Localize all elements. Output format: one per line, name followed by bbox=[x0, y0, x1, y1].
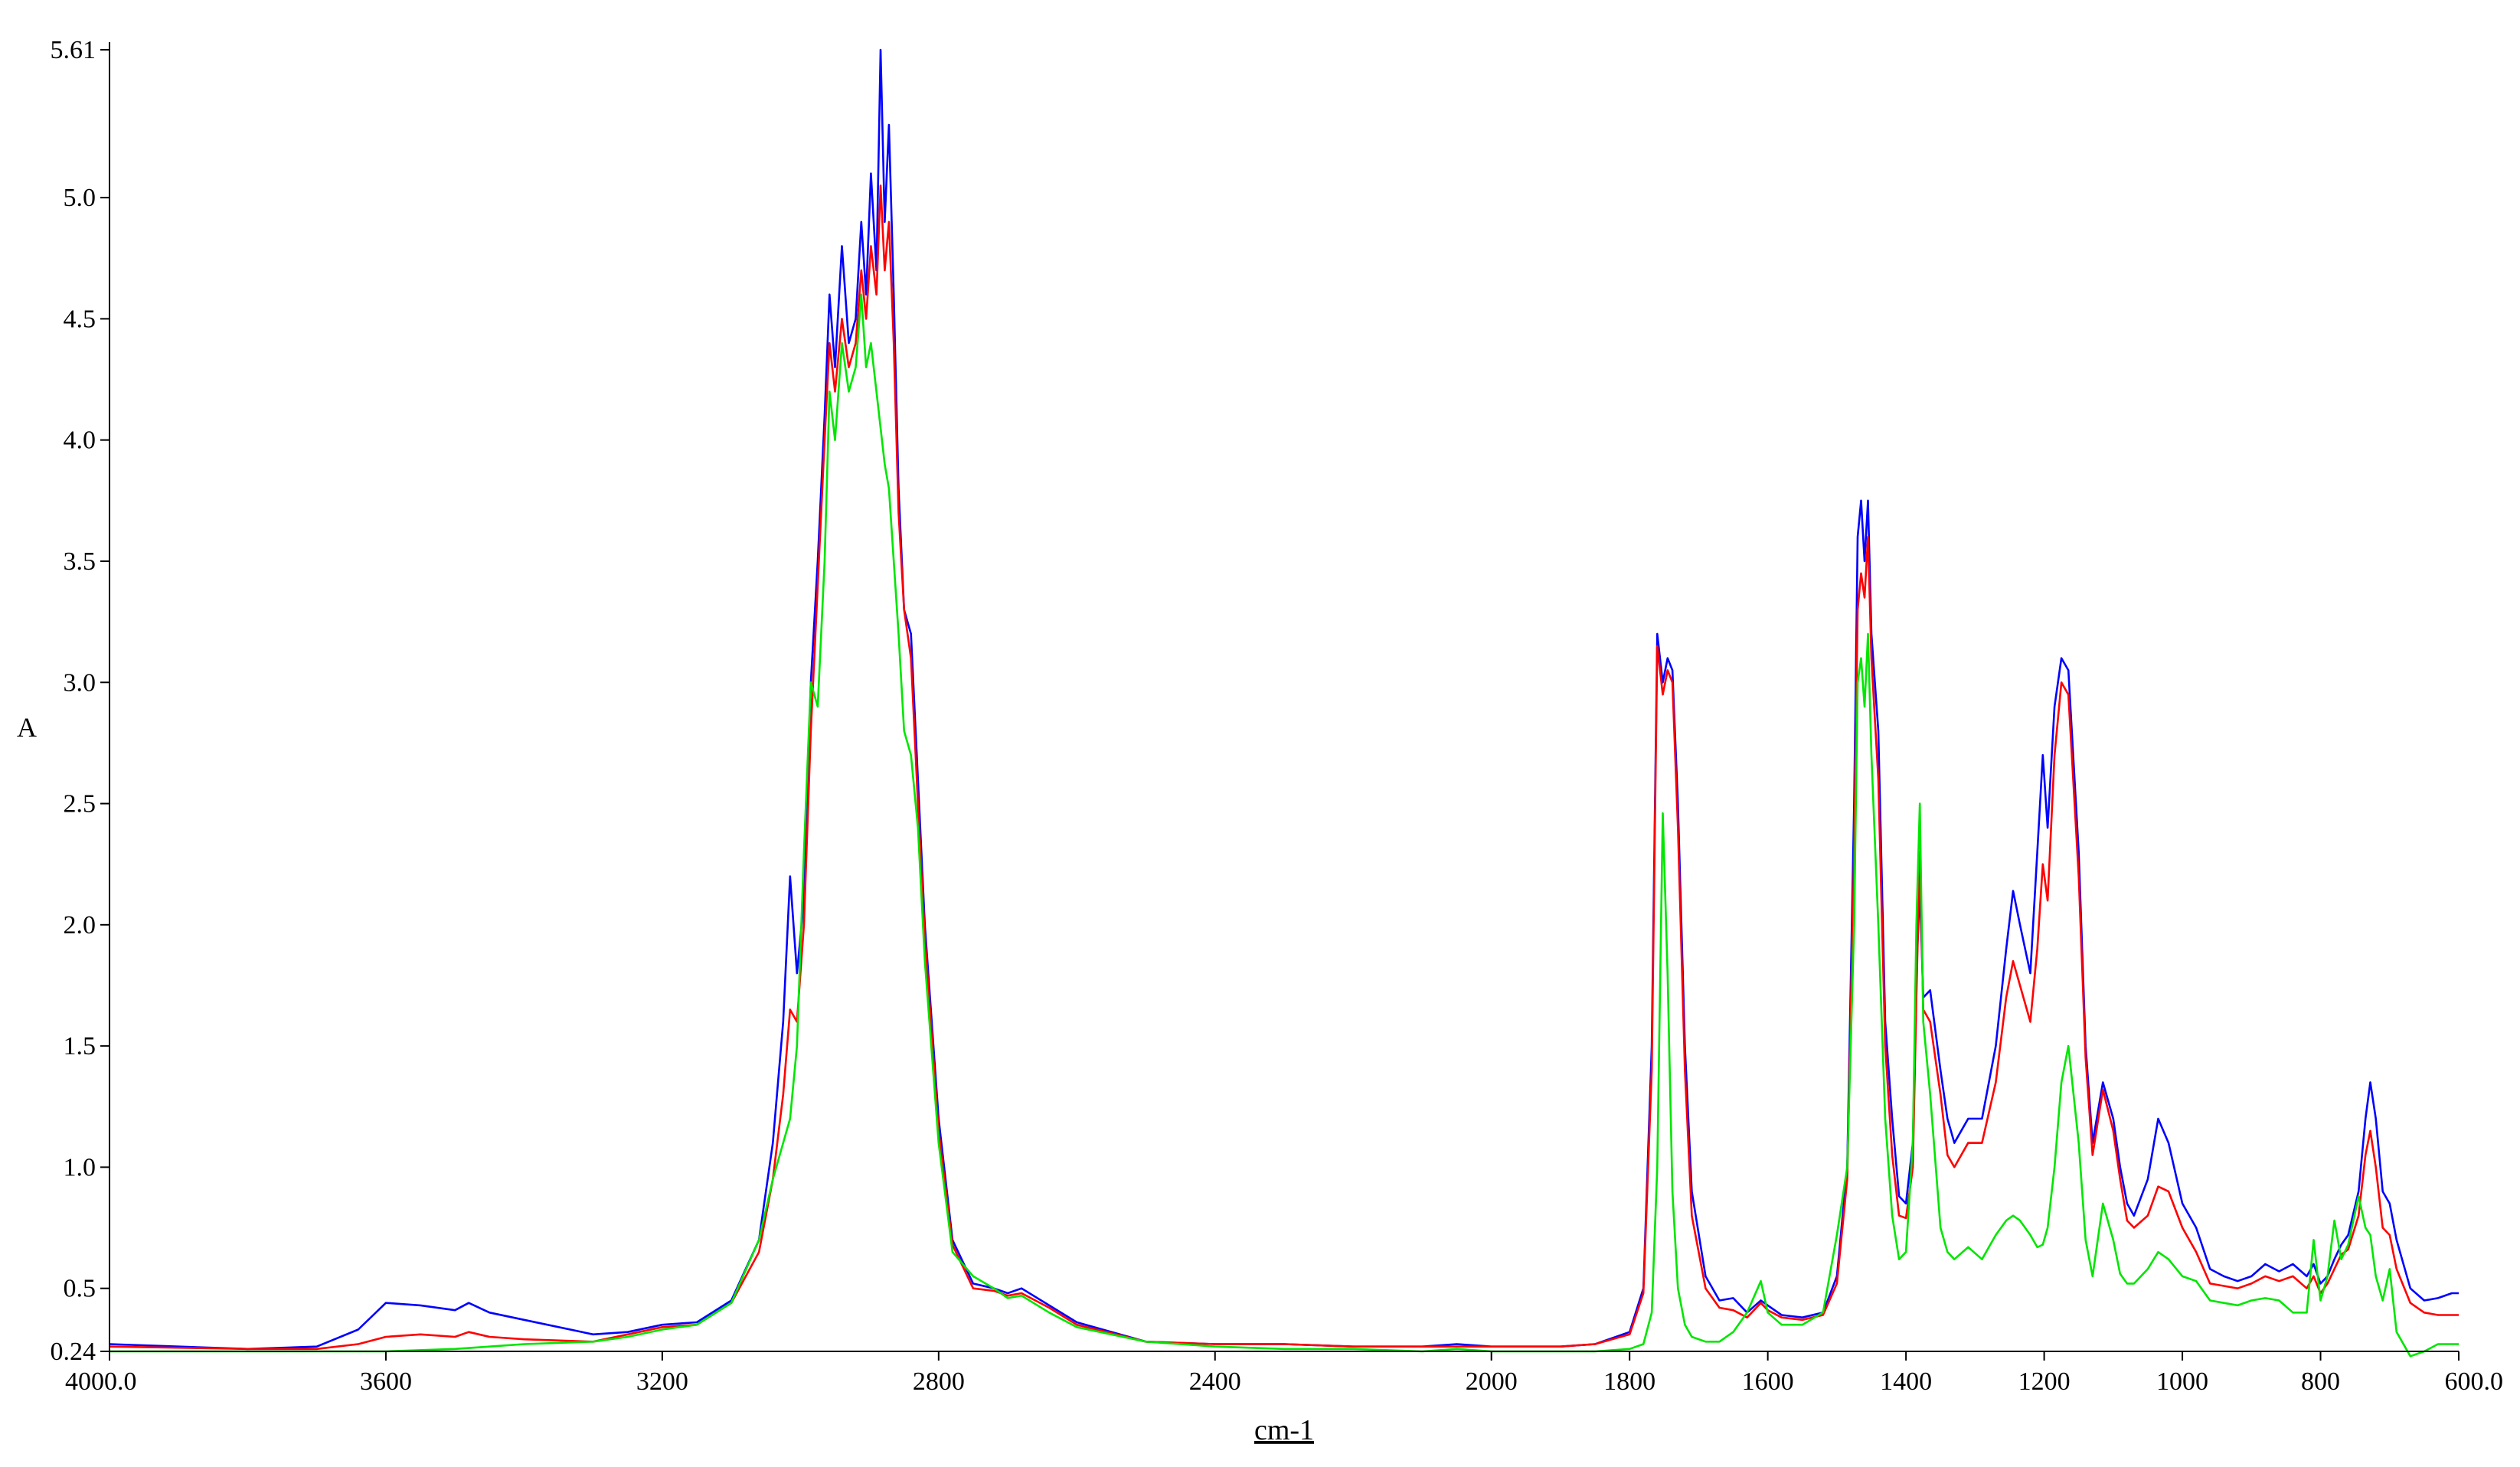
series-group bbox=[109, 48, 2459, 1358]
y-tick-label: 3.0 bbox=[64, 668, 96, 697]
y-tick-label: 4.0 bbox=[64, 426, 96, 455]
series-line-3 bbox=[109, 293, 2459, 1358]
y-tick-label: 5.61 bbox=[51, 36, 96, 64]
x-tick-label: 3600 bbox=[360, 1367, 412, 1396]
x-tick-label: 2400 bbox=[1189, 1367, 1241, 1396]
y-tick-label: 0.5 bbox=[64, 1275, 96, 1303]
y-tick-label: 5.0 bbox=[64, 184, 96, 212]
x-tick-label: 600.0 bbox=[2445, 1367, 2504, 1396]
y-axis-title: A bbox=[17, 712, 37, 743]
y-ticks: 0.24 0.5 1.0 1.5 2.0 2.5 3.0 3.5 4.0 4.5 5.0 5.61 bbox=[51, 36, 109, 1366]
x-tick-label: 1000 bbox=[2156, 1367, 2208, 1396]
x-tick-label: 1800 bbox=[1603, 1367, 1655, 1396]
x-tick-label: 4000.0 bbox=[65, 1367, 137, 1396]
y-tick-label: 1.0 bbox=[64, 1153, 96, 1181]
x-tick-label: 2000 bbox=[1466, 1367, 1518, 1396]
x-tick-label: 3200 bbox=[636, 1367, 688, 1396]
x-tick-label: 1400 bbox=[1880, 1367, 1932, 1396]
x-tick-label: 2800 bbox=[913, 1367, 965, 1396]
series-line-1 bbox=[109, 48, 2459, 1351]
y-tick-label: 2.5 bbox=[64, 790, 96, 818]
x-ticks: 4000.0 3600 3200 2800 2400 2000 1800 1600 1400 12… bbox=[65, 1351, 2503, 1396]
x-axis-title: cm-1 bbox=[1254, 1414, 1314, 1446]
y-tick-label: 4.5 bbox=[64, 305, 96, 333]
plot-area bbox=[109, 48, 2459, 1358]
y-tick-label: 2.0 bbox=[64, 911, 96, 939]
x-tick-label: 1200 bbox=[2018, 1367, 2071, 1396]
x-tick-label: 1600 bbox=[1742, 1367, 1794, 1396]
x-tick-label: 800 bbox=[2301, 1367, 2340, 1396]
series-line-2 bbox=[109, 185, 2459, 1351]
y-tick-label: 1.5 bbox=[64, 1032, 96, 1060]
y-tick-label: 3.5 bbox=[64, 547, 96, 576]
y-tick-label: 0.24 bbox=[51, 1338, 96, 1366]
